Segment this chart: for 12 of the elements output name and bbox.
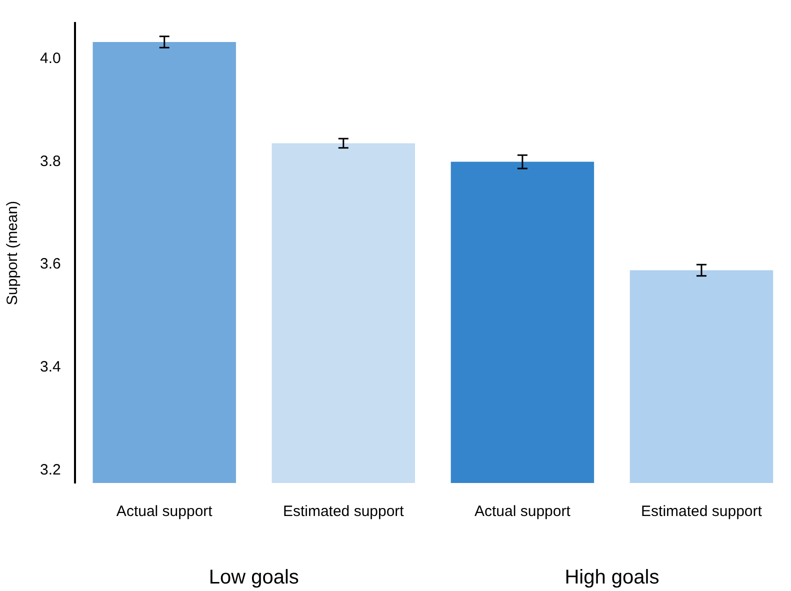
y-tick-label: 3.2 (40, 461, 61, 478)
y-axis-title: Support (mean) (4, 200, 22, 306)
y-tick-label: 3.4 (40, 358, 61, 376)
y-tick-label: 4.0 (40, 50, 61, 68)
x-tick-label: Actual support (474, 503, 572, 520)
x-tick-label: Estimated support (641, 503, 763, 520)
x-tick-label: Estimated support (282, 503, 405, 520)
text: Low goals (208, 566, 299, 589)
text: High goals (564, 566, 660, 589)
y-tick-label: 3.8 (40, 152, 61, 170)
x-tick-label: Actual support (116, 503, 214, 520)
y-tick-label: 3.6 (40, 256, 61, 273)
